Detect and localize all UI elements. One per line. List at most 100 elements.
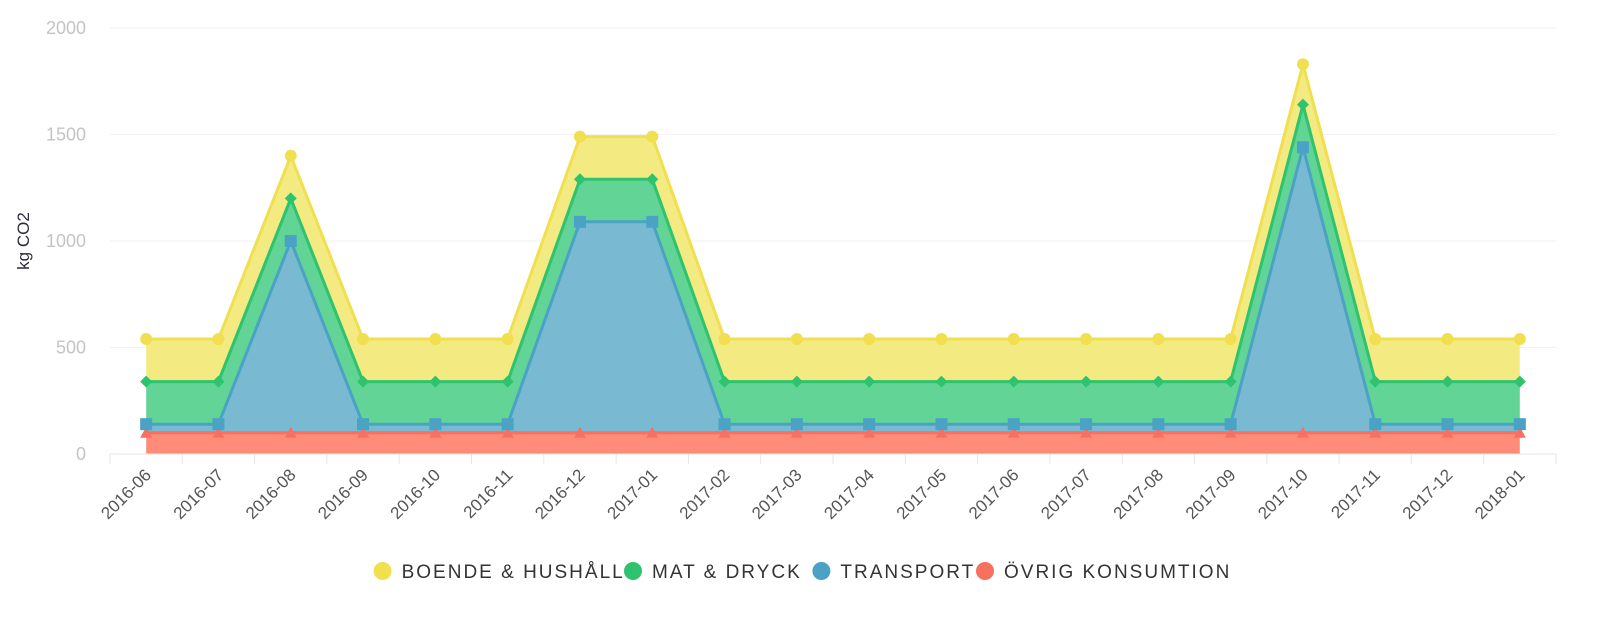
data-point bbox=[1369, 375, 1382, 388]
data-point bbox=[1007, 426, 1020, 438]
legend-item: BOENDE & HUSHÅLL bbox=[373, 562, 625, 583]
data-point bbox=[790, 332, 803, 345]
x-tick-label: 2016-10 bbox=[387, 465, 445, 523]
legend-label: TRANSPORT bbox=[840, 562, 975, 583]
data-point bbox=[1224, 418, 1237, 431]
data-point bbox=[284, 235, 297, 247]
data-point bbox=[646, 173, 659, 186]
data-point bbox=[1513, 426, 1526, 438]
series-lines bbox=[146, 62, 1520, 435]
data-point bbox=[284, 192, 297, 205]
data-point bbox=[1296, 98, 1309, 111]
data-point bbox=[212, 426, 225, 438]
y-tick-label: 1500 bbox=[46, 125, 86, 145]
line-mat-dryck bbox=[146, 103, 1520, 384]
data-point bbox=[646, 215, 659, 228]
legend-swatch bbox=[624, 562, 642, 580]
data-point bbox=[1369, 426, 1382, 438]
data-point bbox=[429, 426, 442, 438]
legend-item: TRANSPORT bbox=[812, 562, 975, 583]
data-point bbox=[1080, 418, 1093, 431]
data-point bbox=[1513, 418, 1526, 431]
data-point bbox=[935, 418, 948, 431]
legend-item: ÖVRIG KONSUMTION bbox=[976, 562, 1231, 583]
x-tick-label: 2017-07 bbox=[1037, 465, 1095, 523]
data-point bbox=[718, 375, 731, 388]
data-point bbox=[1441, 375, 1454, 388]
legend: BOENDE & HUSHÅLL MAT & DRYCK TRANSPORT ÖVRI… bbox=[373, 562, 1231, 583]
data-point bbox=[140, 426, 153, 438]
data-point bbox=[1080, 332, 1093, 345]
data-point bbox=[212, 418, 225, 431]
data-point bbox=[501, 375, 514, 388]
data-point bbox=[1152, 332, 1165, 345]
data-point bbox=[1513, 332, 1526, 345]
data-point bbox=[284, 149, 297, 162]
data-point bbox=[212, 332, 225, 345]
x-tick-label: 2017-11 bbox=[1327, 465, 1384, 522]
data-point bbox=[573, 130, 586, 143]
data-point bbox=[573, 173, 586, 186]
data-point bbox=[790, 375, 803, 388]
data-point bbox=[1513, 375, 1526, 388]
data-point bbox=[140, 418, 153, 431]
legend-item: MAT & DRYCK bbox=[624, 562, 802, 583]
x-tick-label: 2016-12 bbox=[531, 465, 589, 523]
data-point bbox=[863, 418, 876, 431]
series-markers bbox=[140, 58, 1526, 438]
x-tick-label: 2017-04 bbox=[820, 465, 878, 523]
y-axis-label: kg CO2 bbox=[14, 212, 33, 270]
data-point bbox=[863, 375, 876, 388]
x-tick-label: 2017-02 bbox=[676, 465, 734, 523]
data-point bbox=[501, 332, 514, 345]
data-point bbox=[1369, 418, 1382, 431]
data-point bbox=[935, 332, 948, 345]
data-point bbox=[863, 426, 876, 438]
legend-swatch bbox=[373, 562, 392, 580]
x-tick-label: 2017-03 bbox=[748, 465, 806, 523]
data-point bbox=[357, 375, 370, 388]
x-tick-label: 2017-01 bbox=[604, 465, 662, 523]
data-point bbox=[935, 426, 948, 438]
data-point bbox=[429, 418, 442, 431]
y-tick-label: 2000 bbox=[46, 18, 86, 38]
legend-label: MAT & DRYCK bbox=[652, 562, 802, 583]
area-transport bbox=[146, 147, 1520, 433]
area-mat-dryck bbox=[146, 104, 1520, 425]
y-tick-label: 0 bbox=[76, 444, 86, 464]
data-point bbox=[212, 375, 225, 388]
x-tick-label: 2016-07 bbox=[170, 465, 228, 523]
area-series bbox=[146, 64, 1520, 454]
data-point bbox=[573, 215, 586, 228]
area-boende-hush-ll bbox=[146, 64, 1520, 382]
data-point bbox=[1152, 426, 1165, 438]
data-point bbox=[1152, 418, 1165, 431]
x-tick-label: 2016-08 bbox=[242, 465, 300, 523]
data-point bbox=[1296, 426, 1309, 438]
data-point bbox=[140, 332, 153, 345]
data-point bbox=[1007, 332, 1020, 345]
x-tick-label: 2017-10 bbox=[1254, 465, 1312, 523]
x-tick-label: 2016-09 bbox=[314, 465, 372, 523]
x-tick-label: 2017-12 bbox=[1399, 465, 1457, 523]
data-point bbox=[1441, 426, 1454, 438]
y-tick-label: 1000 bbox=[46, 231, 86, 251]
legend-swatch bbox=[976, 562, 994, 580]
data-point bbox=[790, 418, 803, 431]
y-tick-label: 500 bbox=[56, 338, 86, 358]
data-point bbox=[718, 418, 731, 431]
legend-label: BOENDE & HUSHÅLL bbox=[402, 562, 625, 583]
data-point bbox=[1296, 58, 1309, 71]
legend-swatch bbox=[812, 562, 831, 580]
line-transport bbox=[146, 145, 1520, 426]
x-tick-label: 2016-06 bbox=[97, 465, 155, 523]
data-point bbox=[1441, 332, 1454, 345]
data-point bbox=[284, 426, 297, 438]
data-point bbox=[1080, 426, 1093, 438]
legend-label: ÖVRIG KONSUMTION bbox=[1004, 562, 1231, 583]
data-point bbox=[1007, 418, 1020, 431]
data-point bbox=[863, 332, 876, 345]
area--vrig-konsumtion bbox=[146, 432, 1520, 454]
